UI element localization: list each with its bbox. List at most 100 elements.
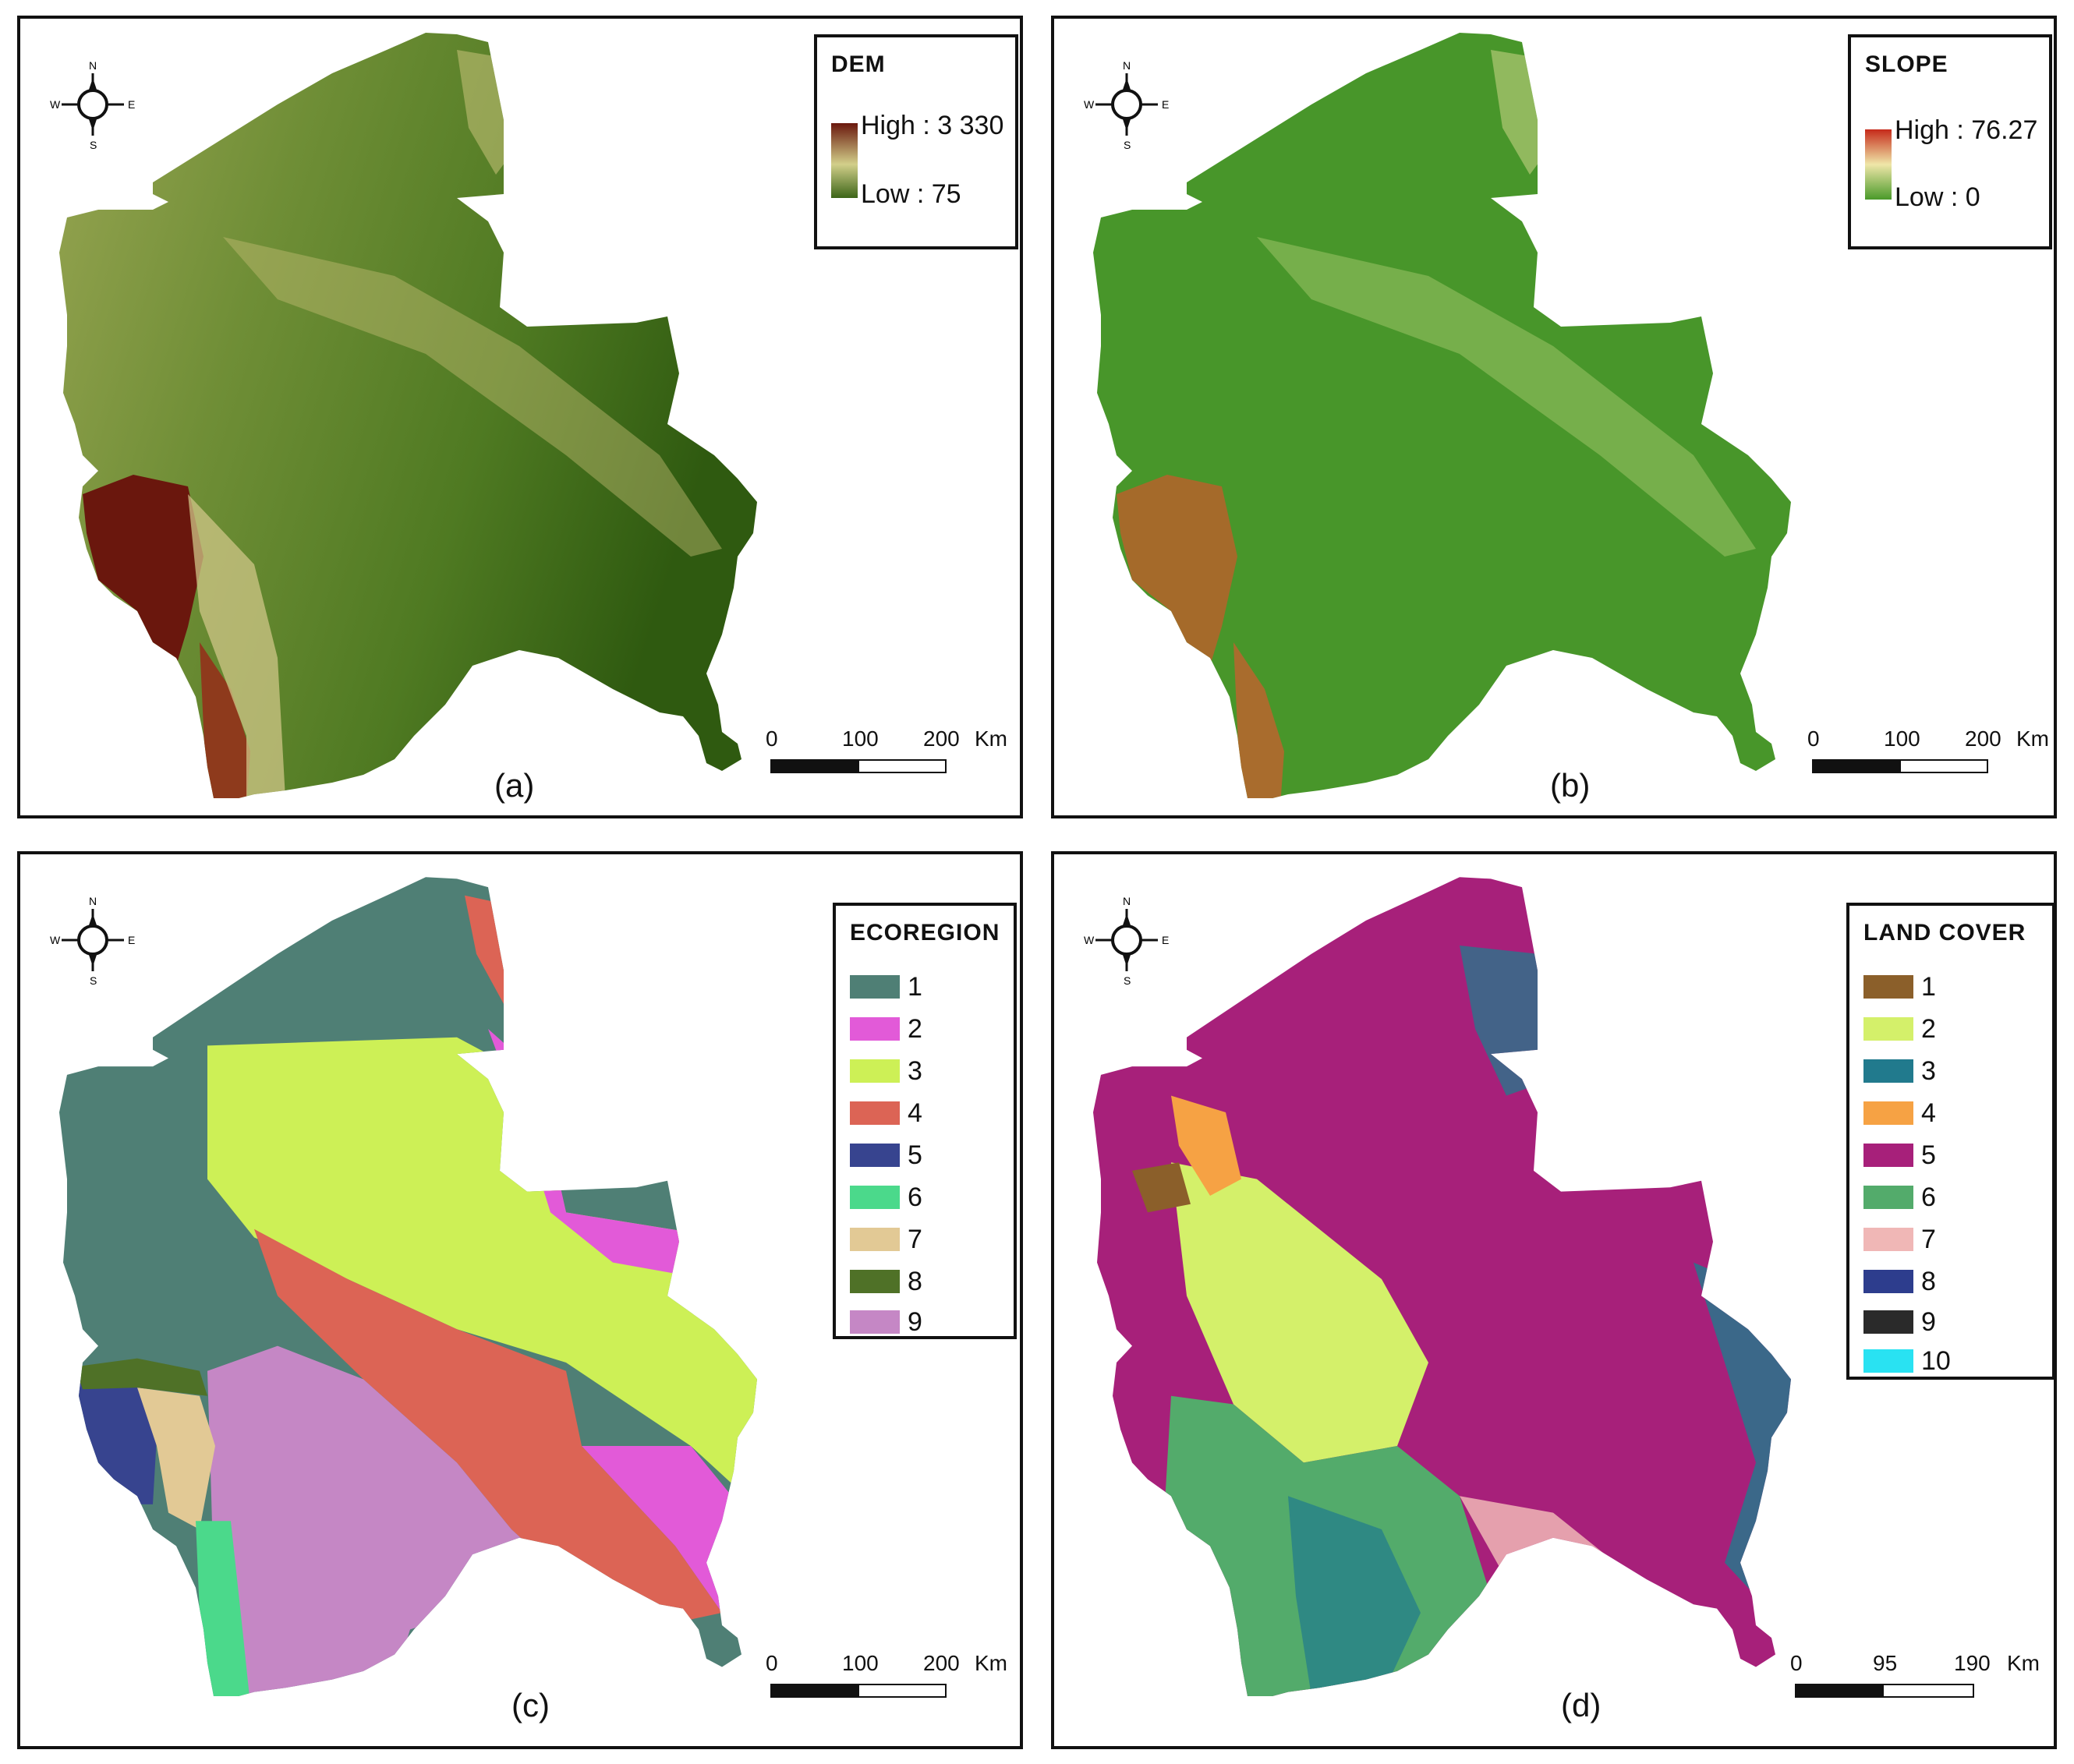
scale-mid-label: 100: [1884, 726, 1920, 751]
scale-max-label: 200: [923, 1651, 960, 1675]
scale-segment-light: [858, 1684, 947, 1698]
land-cover-legend-item-8: 8: [1863, 1266, 1936, 1297]
scale-unit-label: Km: [975, 1651, 1007, 1675]
dem-legend-title: DEM: [831, 51, 886, 77]
ecoregion-zone-6: [196, 1521, 250, 1697]
dem-ridge-central: [223, 237, 722, 557]
ecoregion-legend-item-6: 6: [850, 1182, 922, 1213]
compass-north-label: N: [89, 895, 97, 907]
legend-item-label: 6: [1921, 1182, 1936, 1212]
land-cover-legend-item-5: 5: [1863, 1140, 1936, 1171]
panel-caption-c: (c): [511, 1687, 550, 1723]
scale-segment-dark: [1812, 759, 1901, 773]
slope-legend: SLOPE High : 76.27 Low : 0: [1848, 34, 2052, 249]
ecoregion-legend-item-5: 5: [850, 1140, 922, 1171]
compass-east-label: E: [128, 98, 136, 111]
ecoregion-zone-5: [75, 1379, 157, 1504]
compass-west-label: W: [50, 934, 61, 946]
legend-swatch: [850, 1101, 900, 1125]
legend-item-label: 1: [908, 971, 922, 1002]
compass-icon: [62, 909, 124, 971]
compass-north-label: N: [89, 59, 97, 72]
ecoregion-zone-8: [75, 1358, 207, 1396]
slope-legend-title: SLOPE: [1865, 51, 1948, 77]
land-cover-legend-item-3: 3: [1863, 1055, 1936, 1087]
legend-swatch: [1863, 1349, 1913, 1373]
ecoregion-zone-3: [207, 1037, 757, 1497]
legend-swatch: [1863, 1228, 1913, 1251]
dem-color-ramp: [831, 123, 858, 198]
ecoregion-zone-9: [207, 1345, 566, 1697]
ecoregion-legend-item-2: 2: [850, 1013, 922, 1045]
ecoregion-legend-item-8: 8: [850, 1266, 922, 1297]
ecoregion-legend-title: ECOREGION: [850, 920, 1000, 946]
ecoregion-legend-item-1: 1: [850, 971, 922, 1002]
legend-item-label: 1: [1921, 971, 1936, 1002]
scale-segment-light: [1899, 759, 1988, 773]
legend-swatch: [850, 975, 900, 999]
panel-ecoregion: N S W E ECOREGION 1 2 3 4 5 6 7 8 9 (c) …: [17, 851, 1023, 1749]
legend-item-label: 10: [1921, 1345, 1951, 1376]
land-cover-zone-1: [1132, 1162, 1191, 1213]
legend-item-label: 7: [1921, 1224, 1936, 1254]
legend-item-label: 5: [1921, 1140, 1936, 1170]
compass-west-label: W: [50, 98, 61, 111]
legend-swatch: [850, 1228, 900, 1251]
compass-north-label: N: [1123, 895, 1131, 907]
compass-east-label: E: [128, 934, 136, 946]
compass-icon: [62, 73, 124, 136]
panel-caption-a: (a): [494, 767, 535, 804]
dem-legend: DEM High : 3 330 Low : 75: [814, 34, 1018, 249]
slope-andes-zone: [1117, 475, 1237, 666]
compass-east-label: E: [1162, 934, 1170, 946]
ecoregion-legend: ECOREGION 1 2 3 4 5 6 7 8 9: [833, 903, 1017, 1339]
scale-unit-label: Km: [2007, 1651, 2040, 1675]
panel-land-cover: N S W E LAND COVER 1 2 3 4 5 6 7 8 9 10 …: [1051, 851, 2057, 1749]
slope-andes-ridge: [1233, 642, 1284, 798]
scale-segment-dark: [770, 1684, 859, 1698]
ecoregion-map: [59, 877, 757, 1697]
dem-andes-ridge: [200, 642, 250, 798]
land-cover-zone-2: [1171, 1162, 1428, 1463]
slope-low-label: Low : 0: [1895, 182, 1980, 212]
dem-map: [59, 33, 757, 798]
land-cover-legend-item-4: 4: [1863, 1098, 1936, 1129]
panel-dem: N S W E DEM High : 3 330 Low : 75 (a) 0 …: [17, 16, 1023, 818]
scale-segment-light: [1882, 1684, 1974, 1698]
legend-item-label: 7: [908, 1224, 922, 1254]
land-cover-zone-3-south: [1288, 1496, 1421, 1696]
legend-swatch: [1863, 1144, 1913, 1167]
slope-high-label: High : 76.27: [1895, 115, 2038, 145]
slope-color-ramp: [1865, 129, 1892, 200]
ecoregion-legend-item-9: 9: [850, 1306, 922, 1338]
legend-item-label: 4: [1921, 1098, 1936, 1128]
scale-segment-light: [858, 759, 947, 773]
compass-rose: N S W E: [50, 58, 136, 151]
legend-swatch: [850, 1144, 900, 1167]
scale-max-label: 200: [923, 726, 960, 751]
scale-bar-b: 0 100 200 Km: [1807, 726, 2049, 781]
scale-unit-label: Km: [2016, 726, 2049, 751]
legend-swatch: [1863, 1101, 1913, 1125]
dem-piedmont: [188, 494, 285, 798]
land-cover-legend-item-6: 6: [1863, 1182, 1936, 1213]
compass-south-label: S: [90, 974, 97, 987]
compass-south-label: S: [1124, 139, 1131, 151]
compass-east-label: E: [1162, 98, 1170, 111]
land-cover-legend-item-7: 7: [1863, 1224, 1936, 1255]
ecoregion-zone-4: [254, 1228, 722, 1621]
scale-mid-label: 95: [1873, 1651, 1898, 1675]
legend-swatch: [1863, 1059, 1913, 1083]
legend-swatch: [850, 1186, 900, 1209]
legend-item-label: 3: [908, 1055, 922, 1086]
scale-max-label: 190: [1954, 1651, 1991, 1675]
legend-item-label: 5: [908, 1140, 922, 1170]
land-cover-legend-item-9: 9: [1863, 1306, 1936, 1338]
compass-icon: [1095, 909, 1158, 971]
ecoregion-zone-7: [137, 1388, 215, 1529]
compass-south-label: S: [90, 139, 97, 151]
compass-rose: N S W E: [1084, 58, 1170, 151]
legend-item-label: 8: [908, 1266, 922, 1296]
legend-swatch: [1863, 1186, 1913, 1209]
legend-item-label: 3: [1921, 1055, 1936, 1086]
